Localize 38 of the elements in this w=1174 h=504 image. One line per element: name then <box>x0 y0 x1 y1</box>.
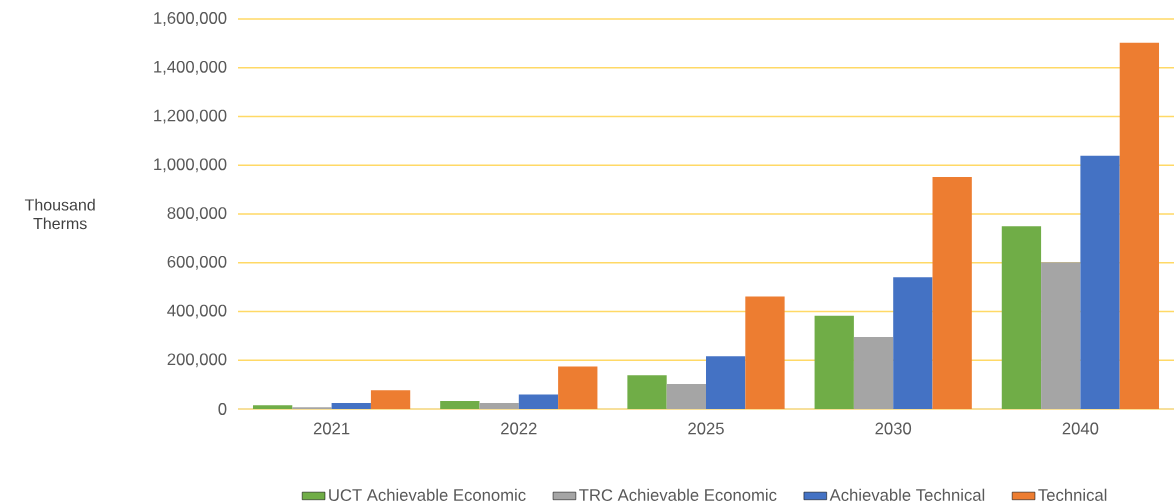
y-tick-label: 200,000 <box>167 353 227 368</box>
bar <box>814 315 854 409</box>
y-tick-label: 1,000,000 <box>154 158 227 173</box>
bar <box>370 390 411 409</box>
y-tick-label: 1,400,000 <box>154 60 227 75</box>
y-tick-label: 800,000 <box>167 207 227 221</box>
x-tick-label: 2022 <box>501 422 537 435</box>
bar <box>518 394 559 409</box>
legend-label: Achievable Technical <box>829 488 985 501</box>
bar <box>745 296 785 409</box>
bar <box>479 402 519 409</box>
bar <box>666 383 706 409</box>
y-tick-label: 600,000 <box>167 255 227 270</box>
bar <box>440 400 480 409</box>
bar <box>1080 155 1120 409</box>
y-tick-label: 1,200,000 <box>154 109 227 124</box>
y-tick-label: 1,600,000 <box>154 12 227 26</box>
y-tick-label: 400,000 <box>167 304 227 319</box>
x-tick-label: 2030 <box>875 422 912 435</box>
bar <box>1001 226 1042 409</box>
legend-label: Technical <box>1038 488 1107 501</box>
bar <box>706 356 746 409</box>
bar <box>853 337 894 409</box>
x-tick-label: 2025 <box>688 422 724 435</box>
x-tick-label: 2021 <box>313 422 350 435</box>
y-tick-label: 0 <box>218 403 227 415</box>
x-tick-label: 2040 <box>1062 422 1099 435</box>
bar <box>1119 42 1160 409</box>
bar <box>252 405 293 409</box>
bar <box>932 176 972 409</box>
bar <box>1041 262 1081 409</box>
bar <box>331 402 371 409</box>
legend-label: TRC Achievable Economic <box>579 488 777 501</box>
legend-label: UCT Achievable Economic <box>329 488 526 501</box>
bar <box>627 375 667 409</box>
y-axis-title: Thousand Therms <box>24 198 95 230</box>
bar <box>893 277 933 409</box>
bar <box>558 366 598 409</box>
